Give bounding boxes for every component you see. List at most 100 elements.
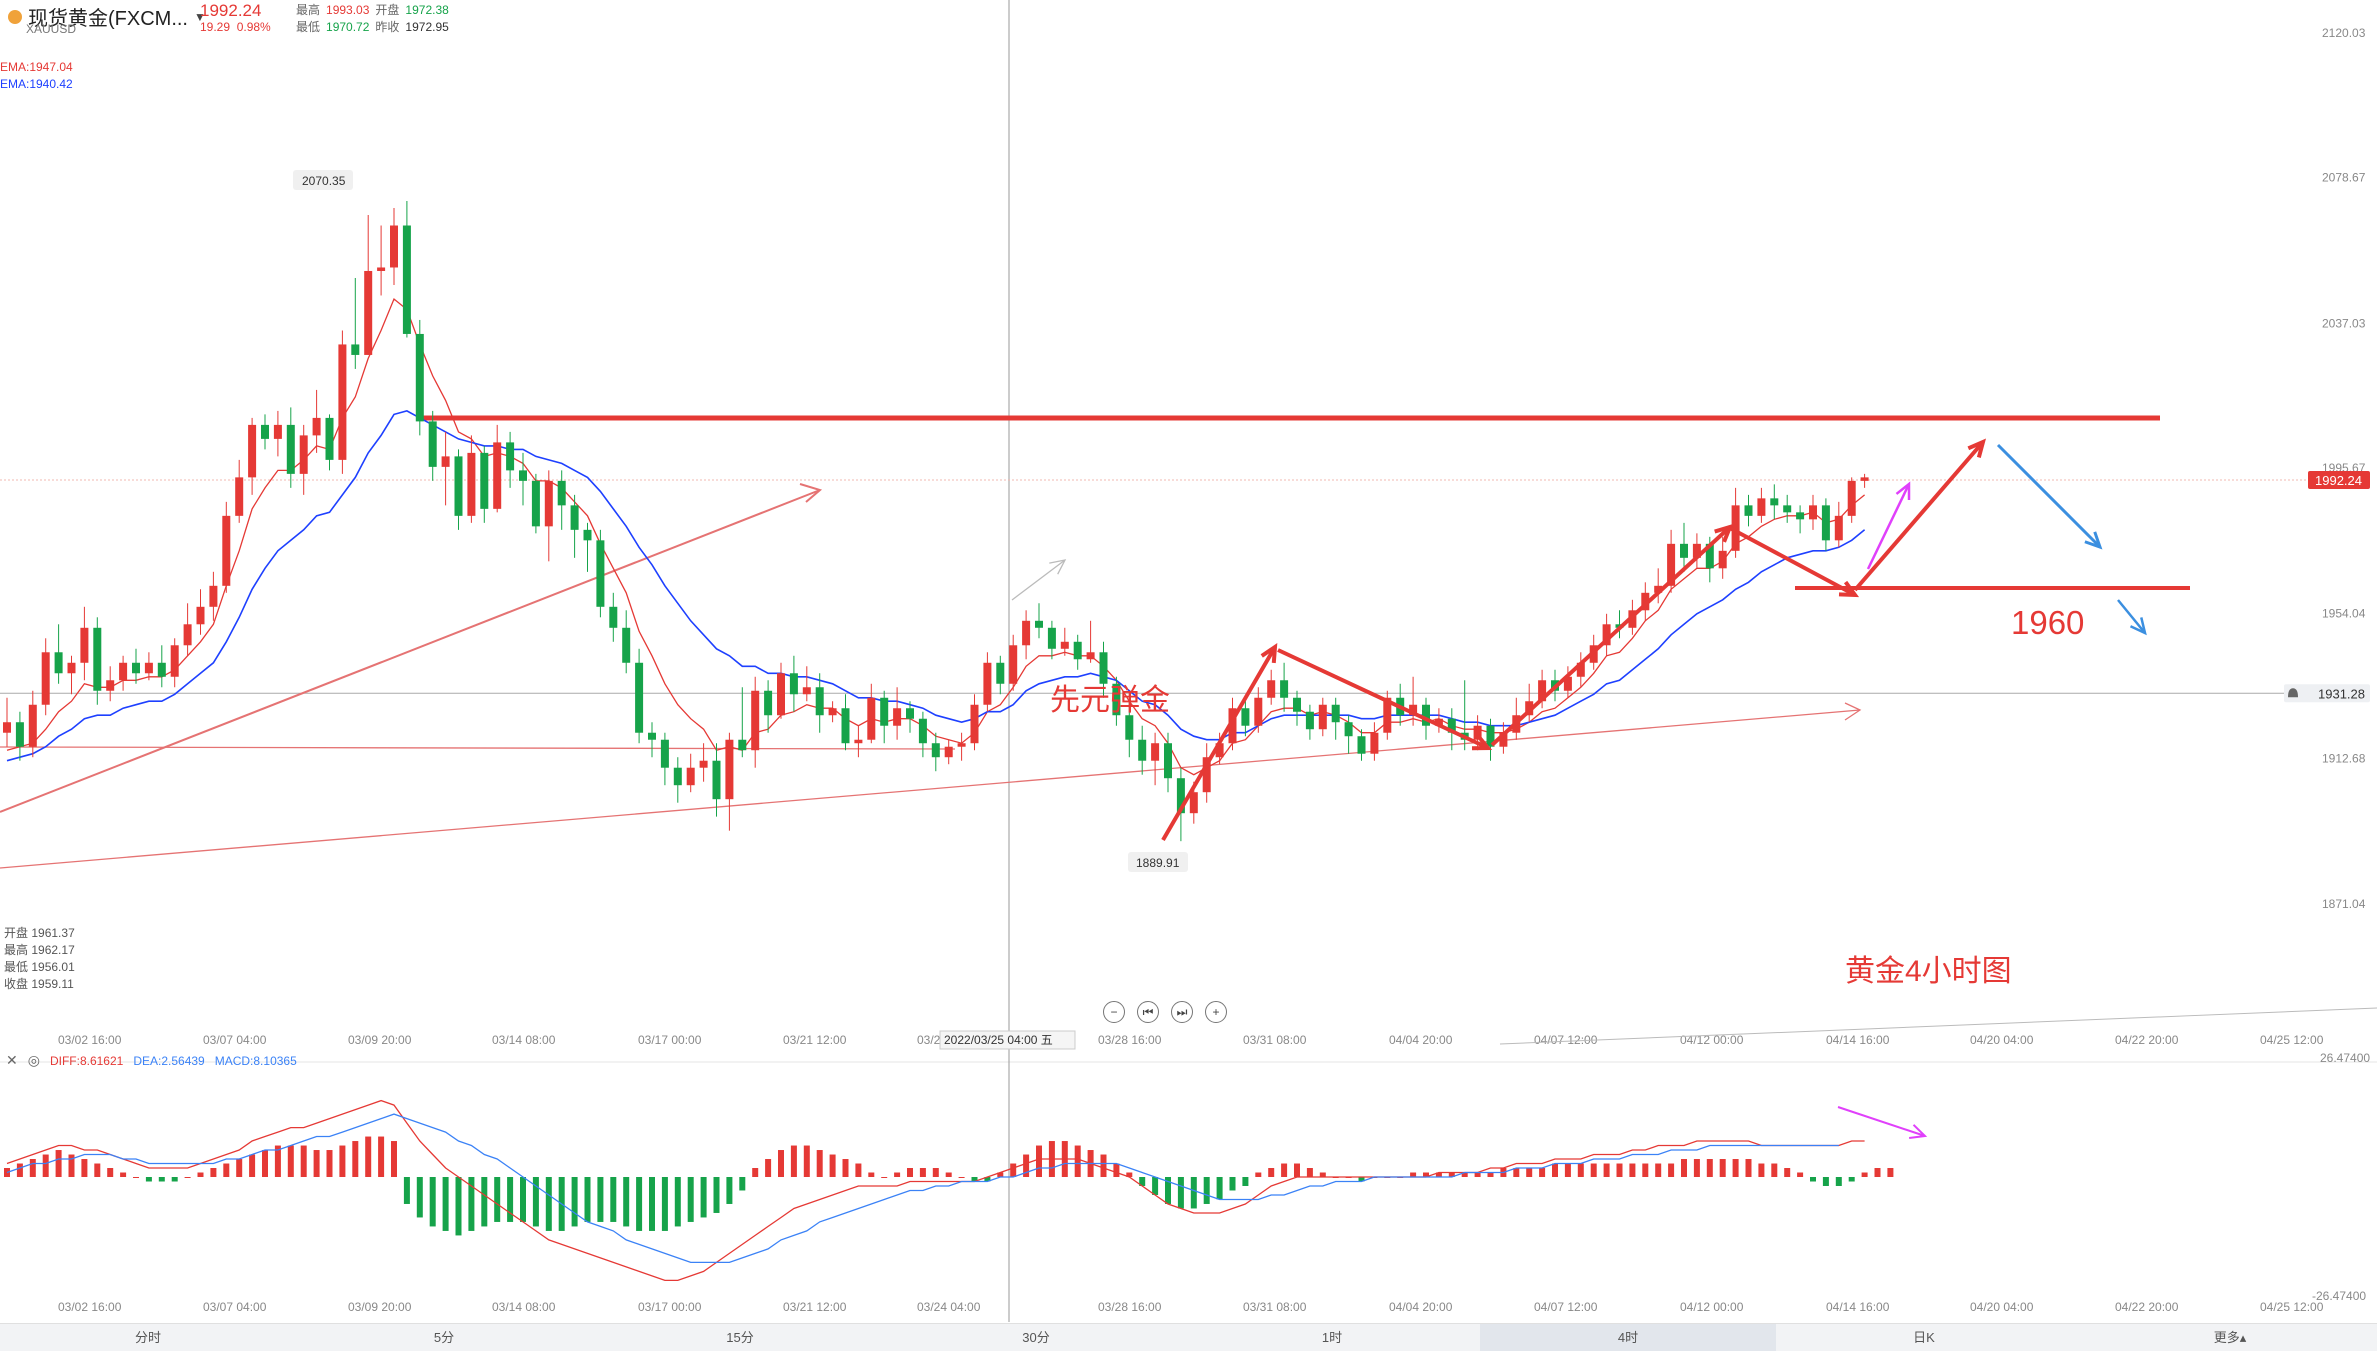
- caret-up-icon: ▴: [2239, 1330, 2247, 1345]
- ohlc-panel: 开盘 1961.37 最高 1962.17 最低 1956.01 收盘 1959…: [4, 925, 75, 993]
- macd-bar: [184, 1177, 191, 1178]
- settings-icon[interactable]: ◎: [27, 1052, 40, 1068]
- candle-body: [1009, 645, 1018, 684]
- candle-body: [1060, 641, 1069, 649]
- stat-value: 1993.03: [326, 3, 370, 17]
- candle-body: [1486, 725, 1495, 747]
- macd-bar: [158, 1177, 165, 1182]
- ohlc-value: 1961.37: [31, 926, 75, 940]
- candle-body: [635, 662, 644, 733]
- candle-body: [1267, 680, 1276, 698]
- macd-bar: [597, 1177, 604, 1222]
- candle-body: [1447, 718, 1456, 733]
- macd-bar: [739, 1177, 746, 1191]
- dea-line: [6, 1113, 1839, 1264]
- stat-label: 昨收: [375, 20, 400, 34]
- candle-body: [544, 480, 553, 527]
- macd-bar: [1448, 1172, 1455, 1177]
- y-tick-label: 2078.67: [2322, 171, 2366, 185]
- macd-x-tick-label: 03/07 04:00: [203, 1300, 267, 1314]
- macd-bar: [1306, 1168, 1313, 1177]
- skip-back-icon[interactable]: ⏮: [1137, 1001, 1159, 1023]
- candle-body: [351, 344, 360, 355]
- tab-5min[interactable]: 5分: [433, 1330, 455, 1345]
- tab-1h[interactable]: 1时: [1321, 1330, 1343, 1345]
- macd-bar: [1513, 1168, 1520, 1177]
- candle-body: [1757, 498, 1766, 516]
- tab-4h[interactable]: 4时: [1480, 1324, 1776, 1351]
- candle-body: [686, 767, 695, 786]
- candle-body: [1860, 477, 1869, 481]
- macd-value: MACD:8.10365: [214, 1053, 297, 1068]
- instrument-title-row[interactable]: 现货黄金(FXCM... ▼: [8, 2, 206, 31]
- y-tick-label: 1871.04: [2322, 897, 2366, 911]
- tab-more[interactable]: 更多▴: [2190, 1324, 2270, 1351]
- tab-30min[interactable]: 30分: [1022, 1330, 1050, 1345]
- candle-body: [1731, 505, 1740, 551]
- x-tick-label: 03/14 08:00: [492, 1033, 556, 1047]
- macd-bar: [1552, 1163, 1558, 1177]
- candle-body: [1499, 732, 1508, 747]
- candle-body: [1538, 680, 1547, 702]
- y-tick-label: 1954.04: [2322, 607, 2366, 621]
- candle-body: [931, 743, 940, 758]
- macd-x-tick-label: 03/02 16:00: [58, 1300, 122, 1314]
- stat-label: 最低: [296, 20, 321, 34]
- candle-body: [828, 708, 837, 716]
- stat-value: 1970.72: [326, 20, 370, 34]
- x-tick-label: 03/09 20:00: [348, 1033, 412, 1047]
- quote-stats: 最高 1993.03 开盘 1972.38 最低 1970.72 昨收 1972…: [296, 2, 449, 36]
- macd-bar: [829, 1154, 836, 1177]
- macd-bar: [726, 1177, 733, 1204]
- macd-bar: [16, 1163, 23, 1177]
- crosshair-date-box: [939, 1030, 1076, 1050]
- candle-body: [402, 225, 411, 334]
- macd-bar: [649, 1177, 655, 1231]
- macd-dea: DEA:2.56439: [133, 1053, 205, 1068]
- zoom-in-icon[interactable]: +: [1205, 1001, 1227, 1023]
- candle-body: [583, 529, 592, 541]
- wave-arrow-up-3-head: [1967, 438, 1987, 458]
- macd-bar: [339, 1145, 346, 1177]
- close-icon[interactable]: ✕: [6, 1052, 18, 1068]
- candle-body: [660, 739, 669, 768]
- tab-fenshi[interactable]: 分时: [134, 1330, 161, 1345]
- skip-forward-icon[interactable]: ⏭: [1171, 1001, 1193, 1023]
- bell-icon: [2288, 688, 2298, 698]
- instrument-title[interactable]: 现货黄金(FXCM...: [28, 8, 188, 30]
- ema-legend-1: EMA:1947.04: [0, 60, 73, 74]
- candle-body: [261, 424, 269, 439]
- macd-bar: [1719, 1159, 1726, 1177]
- candle-body: [15, 722, 24, 747]
- macd-bar: [1203, 1177, 1210, 1204]
- candle-body: [1796, 512, 1805, 520]
- macd-x-tick-label: 03/14 08:00: [492, 1300, 556, 1314]
- macd-bar: [1294, 1163, 1300, 1177]
- macd-bar: [1152, 1177, 1159, 1195]
- macd-bar: [1177, 1177, 1184, 1209]
- trend-arrow-head-2: [799, 483, 823, 503]
- candle-body: [1563, 676, 1572, 691]
- macd-bar: [1810, 1177, 1816, 1182]
- macd-bar: [919, 1168, 926, 1177]
- tab-more-label: 更多: [2213, 1330, 2240, 1345]
- candle-body: [1164, 743, 1172, 779]
- macd-bar: [907, 1168, 913, 1177]
- magenta-arrow: [1866, 483, 1911, 570]
- zoom-out-icon[interactable]: −: [1103, 1001, 1125, 1023]
- candle-body: [648, 732, 656, 740]
- macd-bar: [133, 1177, 139, 1178]
- macd-bar: [507, 1177, 514, 1222]
- ema-line-1: [6, 297, 1866, 776]
- tab-15min[interactable]: 15分: [726, 1330, 754, 1345]
- macd-x-tick-label: 04/22 20:00: [2115, 1300, 2179, 1314]
- candle-body: [1809, 505, 1817, 520]
- macd-bar: [868, 1172, 875, 1177]
- candle-body: [854, 739, 863, 744]
- chevron-down-icon[interactable]: ▼: [194, 9, 206, 24]
- candle-body: [1821, 505, 1830, 541]
- tab-daily[interactable]: 日K: [1913, 1330, 1935, 1345]
- candle-body: [209, 585, 218, 607]
- macd-bar: [42, 1154, 49, 1177]
